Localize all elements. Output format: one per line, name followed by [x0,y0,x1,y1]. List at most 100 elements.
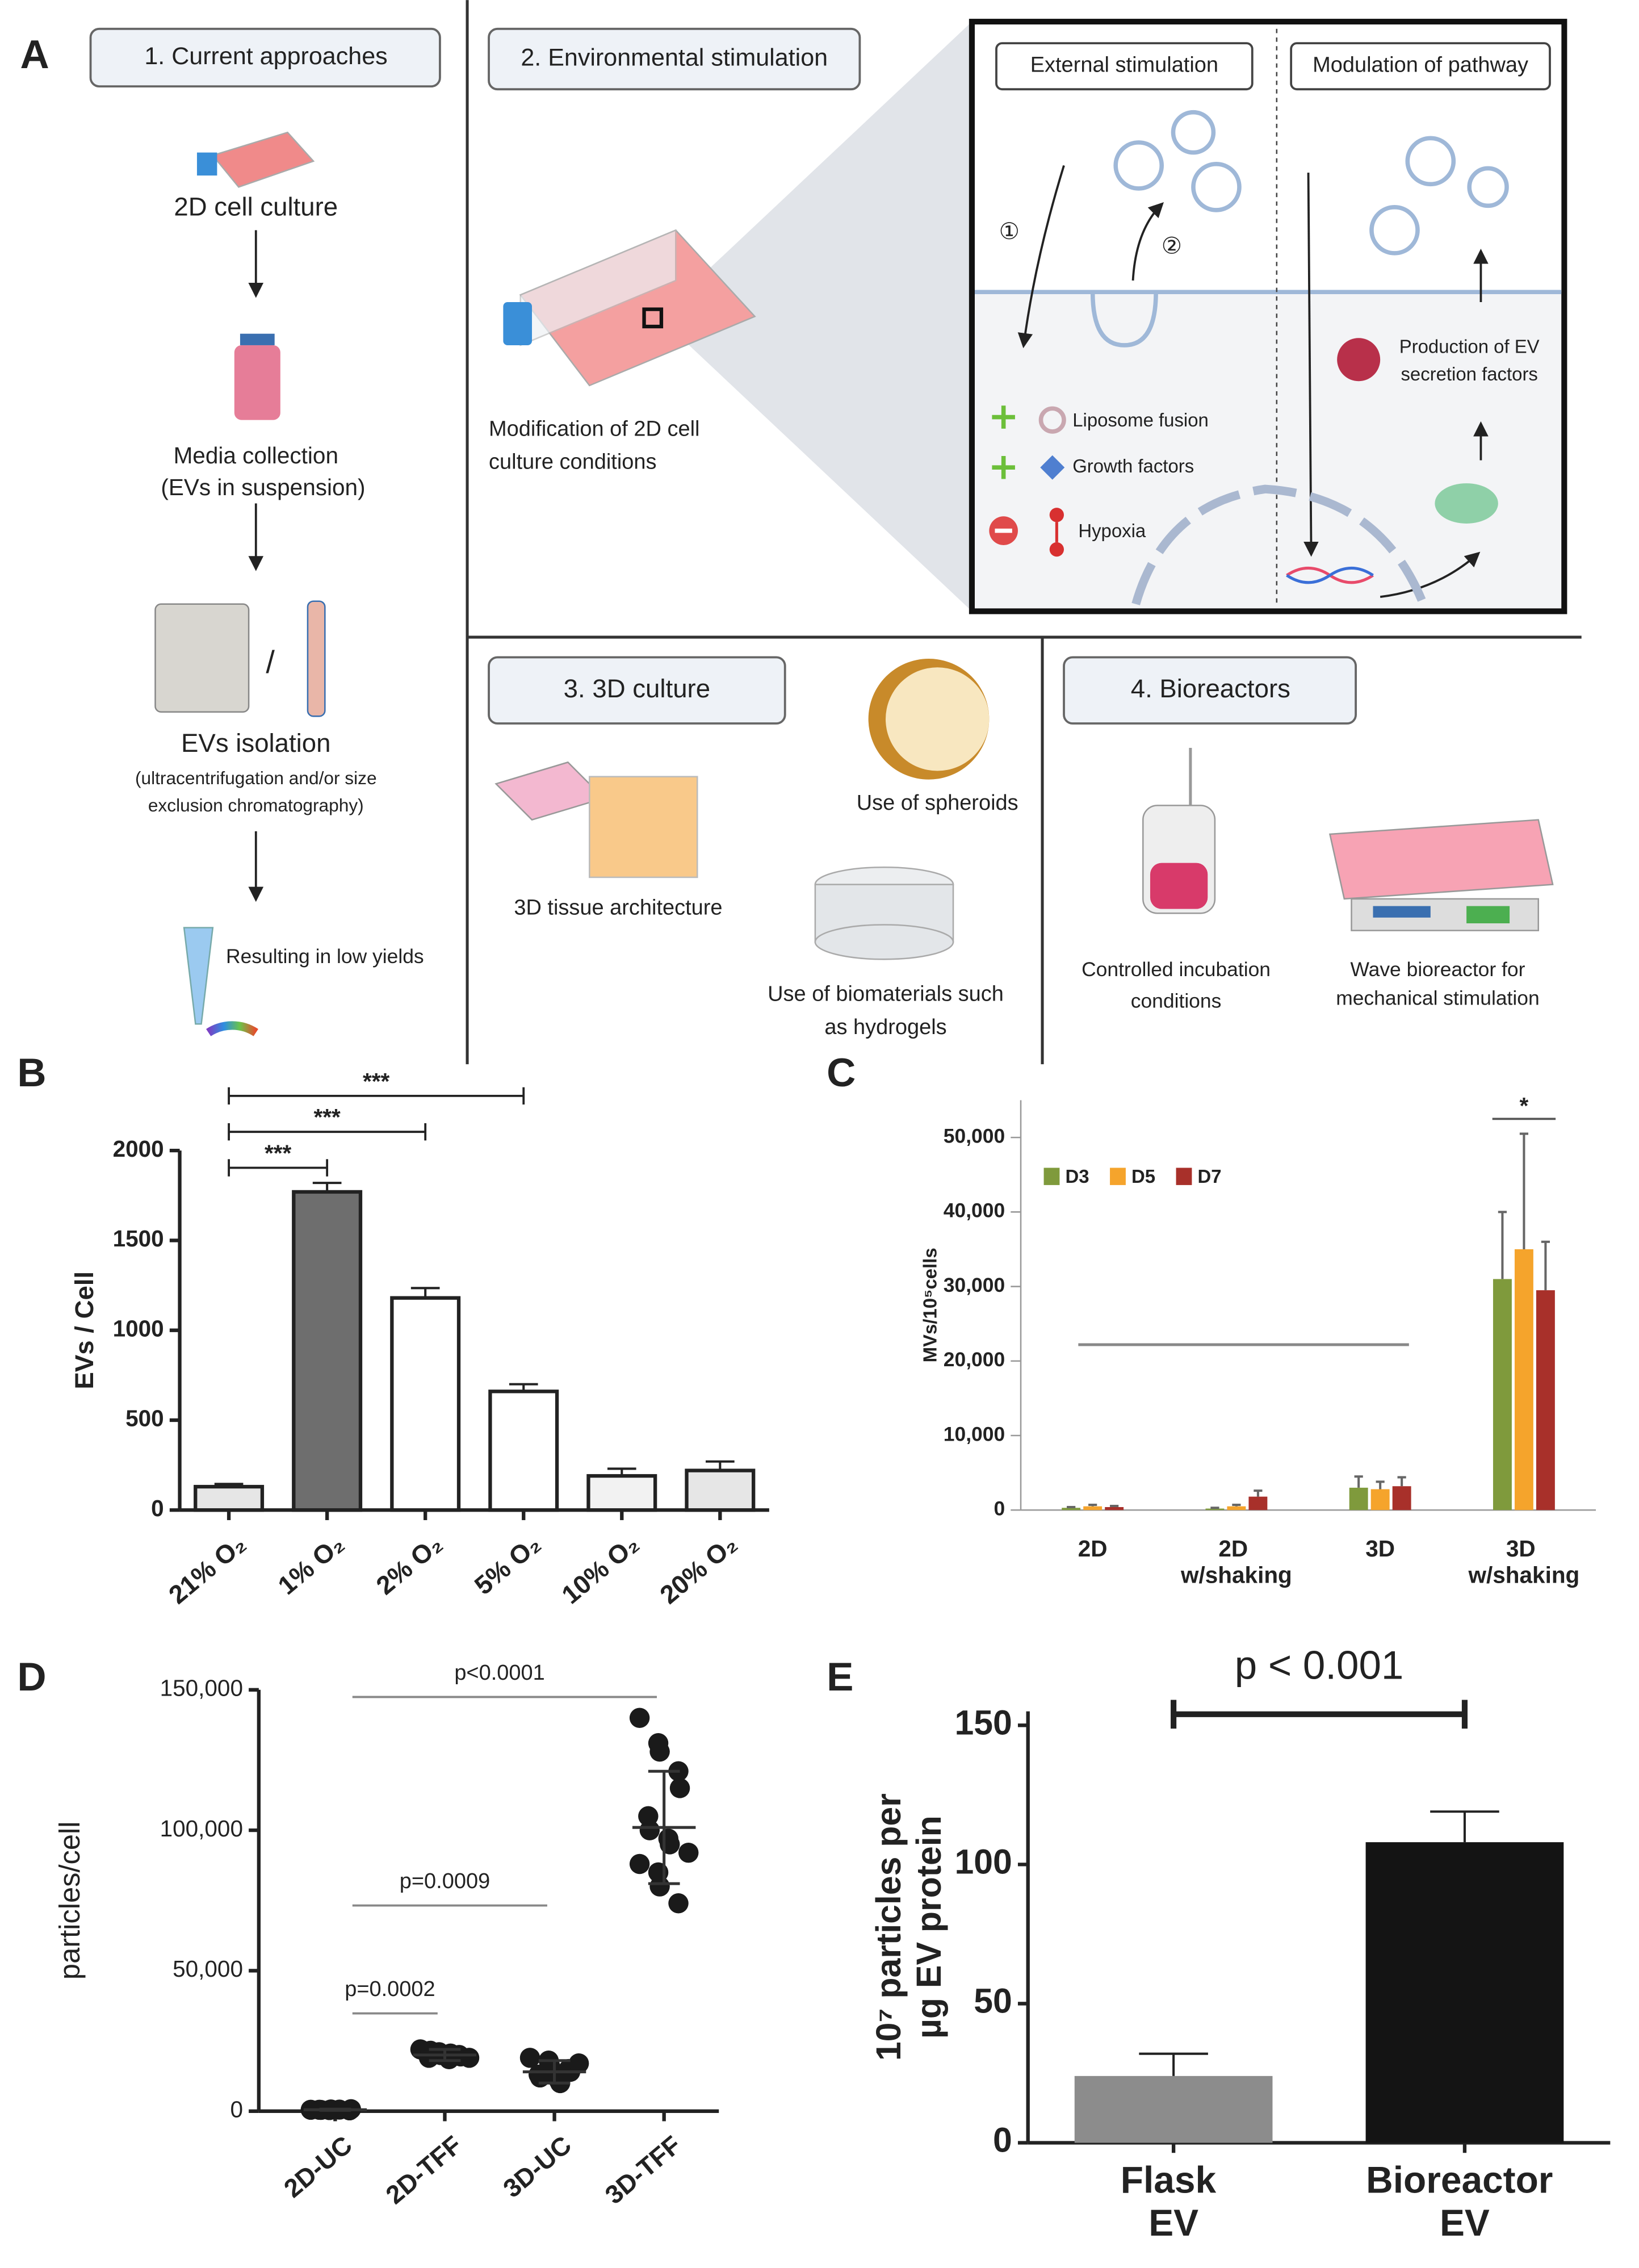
point [568,2053,589,2074]
y-tick-label: 0 [994,1497,1005,1520]
bar [1105,1507,1124,1510]
annotation: *** [313,1104,341,1130]
caption: as hydrogels [824,1015,946,1039]
caption: ① [999,218,1020,244]
caption: (EVs in suspension) [161,474,365,500]
y-tick-label: 1000 [113,1315,164,1341]
y-tick-label: 100 [954,1842,1012,1881]
x-tick-label: 2D w/shaking [1180,1535,1292,1588]
x-tick-label: Bioreactor EV [1366,2159,1563,2244]
bar [194,1484,265,1512]
y-axis-label: 10⁷ particles per [869,1793,908,2061]
y-tick-label: 50 [974,1981,1012,2020]
y-tick-label: 0 [151,1495,164,1521]
y-tick-label: 150 [954,1703,1012,1742]
point [678,1842,699,1863]
bar [1370,1489,1390,1510]
caption: Liposome fusion [1072,409,1209,430]
legend-label: D3 [1066,1166,1089,1187]
x-tick-label: 3D w/shaking [1468,1535,1580,1588]
bar [390,1296,461,1512]
caption: Controlled incubation [1082,958,1271,981]
panel-label: C [827,1051,856,1095]
caption: Resulting in low yields [226,945,424,968]
x-tick-label: 5% O₂ [469,1529,546,1600]
y-tick-label: 150,000 [160,1675,243,1701]
caption: mechanical stimulation [1336,987,1539,1010]
y-tick-label: 500 [125,1405,164,1432]
annotation: *** [363,1068,390,1094]
box-heading: External stimulation [1030,53,1218,77]
flask-icon [196,131,315,188]
y-axis-label: MVs/10⁵cells [920,1248,941,1362]
caption: exclusion chromatography) [148,795,364,815]
box-heading: 2. Environmental stimulation [521,44,828,71]
bar [685,1468,756,1512]
caption: Use of spheroids [857,791,1018,815]
panel-label: E [827,1655,853,1700]
box-heading: 4. Bioreactors [1131,674,1290,703]
x-tick-label: 3D-TFF [600,2130,686,2210]
annotation: * [1520,1093,1529,1119]
bar [1062,1508,1081,1510]
point [639,1820,660,1840]
x-tick-label: 2% O₂ [371,1529,448,1600]
caption: / [266,645,275,680]
annotation: p<0.0001 [454,1661,544,1685]
box-heading: 3. 3D culture [564,674,710,703]
caption: Wave bioreactor for [1351,958,1525,981]
point [629,1853,650,1874]
y-tick-label: 10,000 [944,1422,1005,1445]
legend-label: D7 [1198,1166,1222,1187]
bar [1514,1249,1533,1510]
bar [1392,1486,1411,1510]
y-tick-label: 50,000 [944,1124,1005,1147]
legend-swatch [1110,1168,1126,1185]
caption: (ultracentrifugation and/or size [135,768,377,788]
y-tick-label: 2000 [113,1136,164,1162]
y-tick-label: 100,000 [160,1815,243,1842]
y-tick-label: 0 [230,2097,243,2123]
x-tick-label: 10% O₂ [556,1529,644,1610]
y-axis-label: EVs / Cell [70,1271,99,1390]
x-tick-label: 2D-UC [278,2130,357,2203]
caption: EVs isolation [181,729,330,758]
panel-label: D [17,1655,46,1700]
caption: culture conditions [489,450,656,474]
x-tick-label: Flask EV [1121,2159,1227,2244]
caption: secretion factors [1401,363,1537,384]
bar [1536,1290,1555,1510]
bar [1349,1487,1368,1510]
bar [586,1474,657,1512]
y-tick-label: 20,000 [944,1348,1005,1371]
y-axis-label: particles/cell [53,1822,86,1980]
box-heading: 1. Current approaches [144,43,387,70]
y-tick-label: 30,000 [944,1274,1005,1296]
y-tick-label: 1500 [113,1225,164,1252]
box-heading: Modulation of pathway [1313,53,1528,77]
annotation: *** [265,1140,292,1166]
bar [488,1390,559,1512]
bar [1205,1508,1225,1510]
y-axis-label: µg EV protein [909,1815,948,2039]
legend-swatch [1043,1168,1060,1185]
panel-a: 1. Current approaches 2D cell culture Medi… [89,0,1582,1065]
caption: Use of biomaterials such [768,982,1004,1006]
x-tick-label: 21% O₂ [164,1529,251,1610]
bar [1365,1842,1564,2143]
point [649,1741,670,1762]
caption: Hypoxia [1078,520,1146,541]
annotation: p=0.0009 [400,1869,490,1893]
point [668,1893,689,1914]
caption: Production of EV [1399,336,1540,357]
bar [1083,1506,1103,1510]
bar [1493,1279,1512,1510]
caption: ② [1162,232,1182,258]
bar [1227,1506,1246,1510]
y-tick-label: 50,000 [173,1956,243,1982]
caption: 2D cell culture [174,192,338,221]
caption: Modification of 2D cell [489,417,699,441]
caption: 3D tissue architecture [514,896,722,920]
point [669,1778,690,1798]
